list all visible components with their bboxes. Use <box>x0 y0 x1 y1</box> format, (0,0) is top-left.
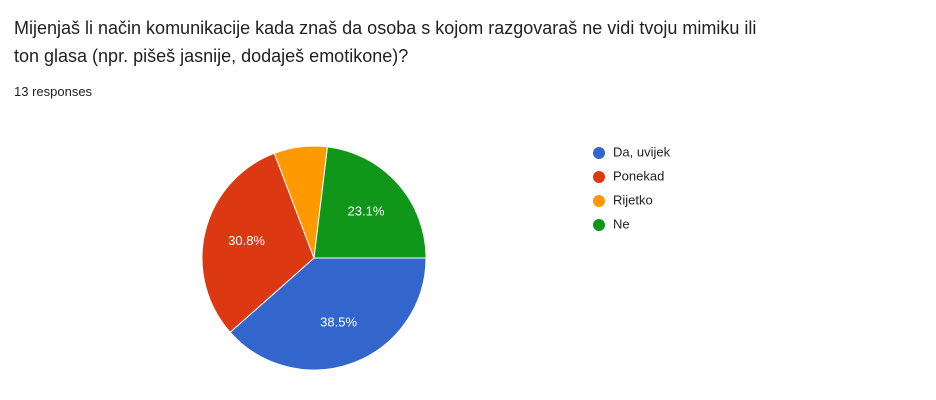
pie-slice <box>229 257 427 371</box>
legend-label: Ponekad <box>613 168 664 183</box>
slice-label: 23.1% <box>348 203 385 218</box>
legend-label: Ne <box>613 216 630 231</box>
pie-slice <box>201 152 315 333</box>
legend-label: Rijetko <box>613 192 653 207</box>
legend-label: Da, uvijek <box>613 144 671 159</box>
legend-swatch <box>593 171 605 183</box>
legend-swatch <box>593 195 605 207</box>
slice-label: 38.5% <box>320 314 357 329</box>
chart-subtitle: 13 responses <box>14 84 93 99</box>
chart-title: Mijenjaš li način komunikacije kada znaš… <box>14 18 757 66</box>
slice-label: 30.8% <box>228 233 265 248</box>
pie-slice <box>313 146 427 259</box>
legend-swatch <box>593 219 605 231</box>
legend-swatch <box>593 147 605 159</box>
